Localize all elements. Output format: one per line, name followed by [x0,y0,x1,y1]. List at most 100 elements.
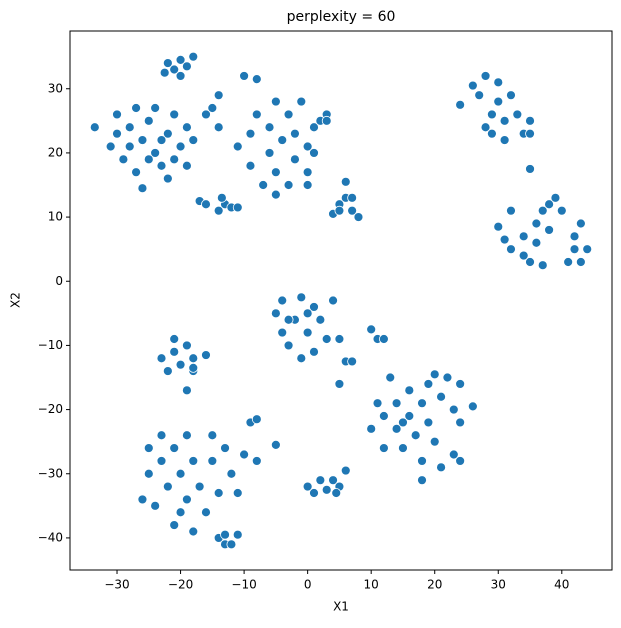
point [334,205,345,216]
point [169,520,180,530]
point [296,353,307,364]
point [347,356,358,367]
point [417,475,427,486]
point [277,327,288,338]
point [436,462,446,473]
point [156,430,167,441]
point [321,334,332,344]
point [525,128,535,139]
point [207,103,218,113]
point [182,430,192,441]
point [156,456,167,466]
point [118,154,129,165]
point [175,468,186,479]
point [201,507,211,518]
point [162,366,173,376]
point [506,90,516,101]
point [512,109,523,120]
point [309,148,319,158]
y-tick-label: −30 [38,466,63,480]
point [448,404,459,415]
point [575,218,586,229]
point [188,526,199,537]
point [404,411,415,421]
point [270,96,281,107]
point [112,128,122,139]
x-tick-label: −30 [104,578,129,592]
point [525,115,535,126]
point [436,391,446,402]
point [467,80,478,91]
point [544,225,554,235]
x-axis-label: X1 [333,600,349,614]
point [493,221,504,232]
point [302,180,313,190]
point [188,51,199,62]
point [137,494,148,505]
point [239,449,250,460]
point [321,484,332,495]
point [251,456,262,466]
point [143,468,154,479]
point [182,122,192,133]
point [302,167,313,178]
point [277,135,288,145]
y-tick-label: −20 [38,402,63,416]
point [156,353,167,364]
point [487,109,497,120]
point [302,327,313,338]
point [582,244,593,255]
x-tick-label: 10 [364,578,379,592]
point [143,154,154,165]
point [162,58,173,68]
point [328,295,338,306]
point [283,180,294,190]
point [175,54,186,65]
point [493,77,504,88]
point [302,481,313,492]
point [156,135,167,145]
point [480,71,491,81]
point [309,488,319,498]
point [143,443,154,453]
point [455,417,466,428]
point [232,202,243,213]
point [378,443,389,453]
y-axis-label: X2 [9,292,23,308]
point [315,314,326,325]
point [124,122,135,133]
point [182,385,192,396]
point [429,369,440,380]
point [175,359,186,370]
point [251,109,262,120]
point [340,176,351,187]
point [232,529,243,540]
point [207,430,218,441]
point [309,122,319,133]
point [143,115,154,126]
point [309,302,319,312]
point [334,334,345,344]
point [226,468,237,479]
point [169,154,180,165]
point [131,103,141,113]
point [156,160,167,171]
x-tick-label: 0 [304,578,312,592]
point [347,192,358,203]
point [531,218,542,229]
y-tick-label: 0 [55,274,63,288]
y-tick-label: 20 [48,145,63,159]
point [575,257,586,267]
point [175,507,186,518]
point [296,292,307,303]
point [188,456,199,466]
point [226,539,237,550]
point [378,411,389,421]
point [124,141,135,152]
point [175,71,186,81]
point [201,199,211,210]
point [499,115,510,126]
point [398,443,408,453]
point [150,500,161,511]
